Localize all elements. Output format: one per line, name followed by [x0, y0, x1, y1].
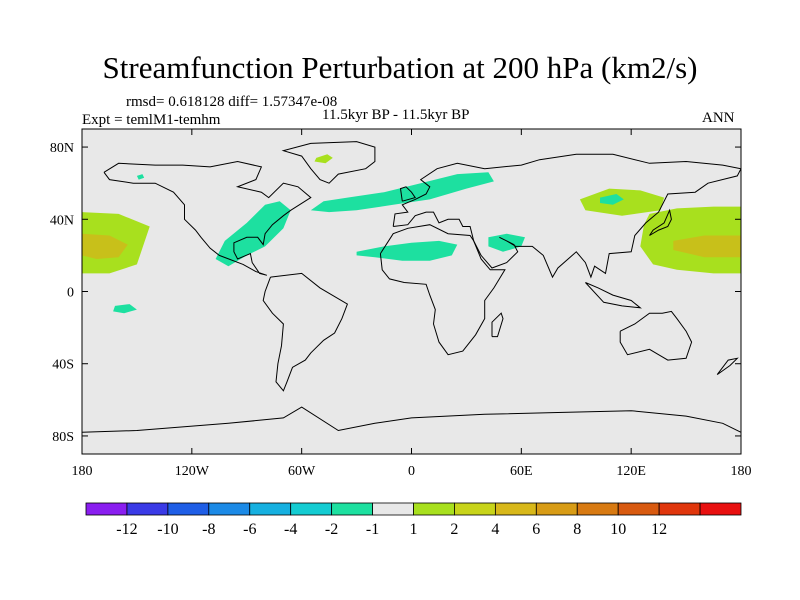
region-north-atlantic-band — [310, 172, 494, 213]
colorbar-box-3 — [208, 502, 251, 516]
colorbar-label-7: 1 — [410, 521, 418, 538]
coast-new-zealand — [716, 357, 739, 376]
coast-south-america — [262, 272, 349, 392]
x-tick-label-0: 180 — [72, 464, 93, 479]
region-african-patch — [356, 240, 458, 261]
stats-text: rmsd= 0.618128 diff= 1.57347e-08 — [126, 94, 338, 110]
coast-greenland — [281, 141, 376, 184]
colorbar-box-0 — [85, 502, 128, 516]
colorbar-label-9: 4 — [491, 521, 499, 538]
colorbar-label-8: 2 — [450, 521, 458, 538]
colorbar-label-13: 12 — [651, 521, 667, 538]
region-mongolia-patch-outer — [579, 188, 665, 216]
colorbar-label-1: -10 — [157, 521, 178, 538]
coast-africa — [379, 224, 506, 356]
colorbar-box-5 — [290, 502, 333, 516]
region-west-pacific-inner — [673, 235, 741, 258]
colorbar-label-10: 6 — [532, 521, 540, 538]
season-text: ANN — [702, 110, 735, 126]
colorbar-box-14 — [658, 502, 701, 516]
colorbar-label-5: -2 — [325, 521, 338, 538]
colorbar-box-2 — [167, 502, 210, 516]
colorbar-box-13 — [617, 502, 660, 516]
axis-ticks: 180 120W 60W 0 60E 120E 180 80N 40N 0 40S 80S — [50, 129, 752, 479]
coast-japan — [649, 208, 672, 236]
colorbar-label-0: -12 — [116, 521, 137, 538]
colorbar-label-6: -1 — [366, 521, 379, 538]
region-east-pacific-inner — [82, 233, 128, 259]
colorbar-box-1 — [126, 502, 169, 516]
y-tick-label-3: 40S — [52, 358, 74, 373]
x-tick-label-4: 60E — [510, 464, 533, 479]
region-greenland-patch — [314, 154, 333, 164]
contour-regions — [82, 154, 741, 314]
coast-north-america — [103, 160, 312, 276]
colorbar-box-15 — [699, 502, 742, 516]
colorbar-label-2: -8 — [202, 521, 215, 538]
x-tick-label-3: 0 — [408, 464, 415, 479]
colorbar-box-6 — [331, 502, 373, 516]
colorbar-label-4: -4 — [284, 521, 297, 538]
map-background — [82, 129, 741, 454]
region-south-pacific-patch — [113, 304, 137, 314]
colorbar-label-3: -6 — [243, 521, 256, 538]
coastlines — [82, 141, 741, 433]
colorbar-label-11: 8 — [573, 521, 581, 538]
colorbar-box-4 — [249, 502, 292, 516]
colorbar-box-9 — [454, 502, 496, 516]
x-tick-label-5: 120E — [616, 464, 646, 479]
region-mongolia-patch-inner — [600, 194, 624, 205]
coast-indonesia — [585, 282, 642, 309]
colorbar-box-11 — [535, 502, 578, 516]
y-tick-label-0: 80N — [50, 141, 74, 156]
colorbar: -12 -10 -8 -6 -4 -2 -1 1 2 4 6 8 10 12 — [85, 502, 742, 538]
colorbar-label-12: 10 — [610, 521, 626, 538]
coast-australia — [619, 310, 693, 361]
colorbar-box-7 — [372, 502, 414, 516]
period-text: 11.5kyr BP - 11.5kyr BP — [322, 107, 470, 123]
coast-uk — [399, 186, 417, 202]
colorbar-box-10 — [494, 502, 537, 516]
y-tick-label-1: 40N — [50, 213, 74, 228]
chart-title: Streamfunction Perturbation at 200 hPa (… — [102, 50, 698, 85]
y-tick-label-2: 0 — [67, 286, 74, 301]
coast-madagascar — [491, 312, 504, 338]
region-tiny-patch — [136, 174, 145, 180]
coast-eurasia — [392, 153, 741, 279]
experiment-text: Expt = temlM1-temhm — [82, 112, 221, 128]
y-tick-label-4: 80S — [52, 430, 74, 445]
colorbar-box-12 — [576, 502, 619, 516]
coast-antarctica — [82, 406, 741, 433]
x-tick-label-1: 120W — [175, 464, 210, 479]
colorbar-box-8 — [413, 502, 455, 516]
x-tick-label-2: 60W — [288, 464, 316, 479]
x-tick-label-6: 180 — [731, 464, 752, 479]
